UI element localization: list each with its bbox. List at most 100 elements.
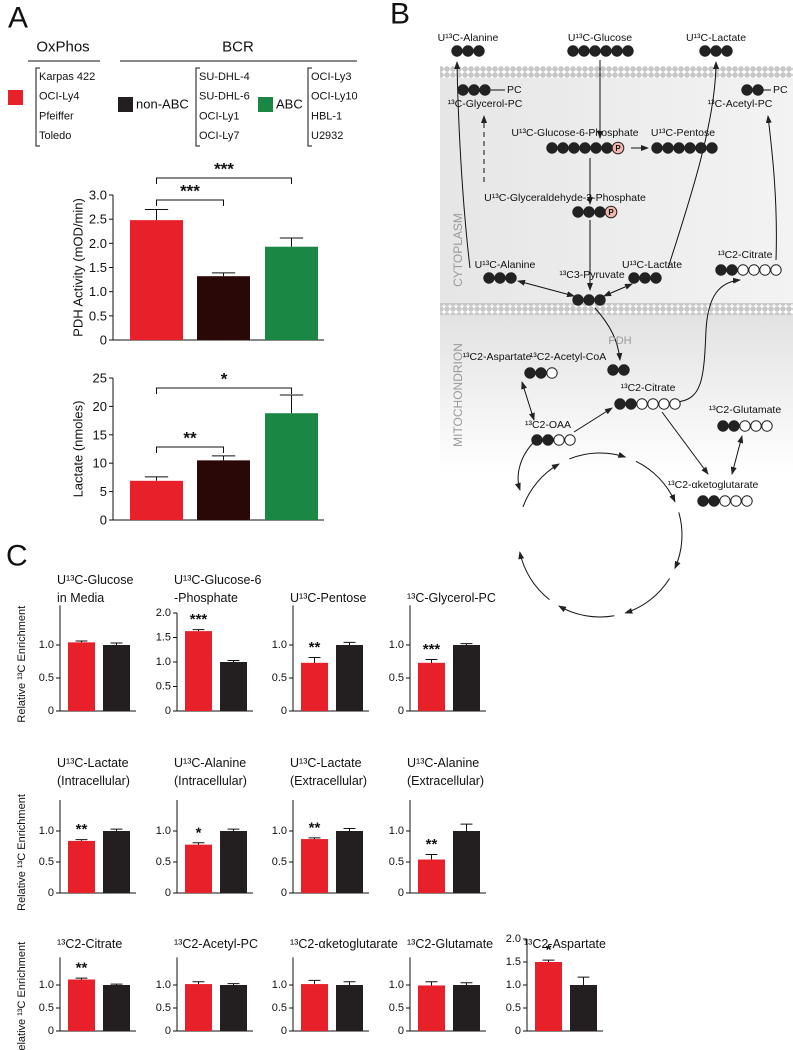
bar: [301, 839, 328, 893]
y-tick-label: 0: [100, 333, 107, 348]
pathway-arrow: [661, 411, 709, 475]
bar: [418, 985, 445, 1031]
y-tick-label: 1.0: [389, 979, 404, 991]
carbon-bead: [737, 264, 749, 276]
y-tick-label: 1.0: [272, 639, 287, 651]
significance: **: [426, 836, 438, 853]
y-tick-label: 0.5: [39, 856, 54, 868]
metabolite-label: ¹³C2-Citrate: [718, 249, 773, 261]
carbon-bead: [741, 495, 753, 507]
bar: [103, 831, 130, 893]
legend-item: Toledo: [39, 130, 71, 142]
y-tick-label: 1.0: [506, 979, 521, 991]
error-bar: [192, 629, 205, 632]
y-tick-label: 0: [281, 705, 287, 717]
y-tick-label: 1.0: [389, 639, 404, 651]
bar: [301, 662, 328, 711]
y-axis-label: Relative ¹³C Enrichment: [16, 794, 28, 911]
carbon-bead: [579, 142, 591, 154]
y-tick-label: 1.0: [156, 825, 171, 837]
carbon-bead: [589, 45, 601, 57]
error-bar: [75, 640, 88, 643]
bar: [418, 859, 445, 893]
carbon-bead: [639, 272, 651, 284]
y-tick-label: 0.5: [156, 681, 171, 693]
significance: *: [546, 942, 552, 959]
error-bar: [425, 854, 438, 860]
bar: [453, 985, 480, 1031]
carbon-bead: [651, 142, 663, 154]
y-tick-label: 1.5: [506, 956, 521, 968]
y-tick-label: 0.5: [156, 1002, 171, 1014]
carbon-bead: [468, 84, 480, 96]
tca-cycle-arrow: [522, 463, 560, 508]
carbon-bead: [457, 84, 469, 96]
carbon-bead: [473, 45, 485, 57]
chart-title: U¹³C-Pentose: [290, 591, 366, 605]
y-tick-label: 0: [165, 887, 171, 899]
carbon-bead: [553, 434, 565, 446]
error-bar: [343, 981, 356, 985]
carbon-bead: [600, 45, 612, 57]
compartment-label: CYTOPLASM: [451, 213, 465, 287]
y-tick-label: 1.0: [272, 979, 287, 991]
carbon-bead: [546, 142, 558, 154]
legend-item: OCI-Ly3: [311, 71, 352, 83]
carbon-bead: [590, 142, 602, 154]
y-tick-label: 0: [398, 1025, 404, 1037]
pathway-arrow: [517, 279, 575, 298]
error-bar: [110, 642, 123, 645]
metabolite-label: U¹³C-Lactate: [686, 32, 746, 44]
metabolite-label: ¹³C2-αketoglutarate: [668, 479, 759, 491]
y-tick-label: 1.0: [39, 639, 54, 651]
metabolite-label: ¹³C-Glycerol-PC: [448, 98, 523, 110]
y-tick-label: 0.5: [272, 856, 287, 868]
y-tick-label: 1.5: [156, 632, 171, 644]
bar: [453, 645, 480, 711]
y-tick-label: 0: [165, 705, 171, 717]
error-bar: [425, 981, 438, 986]
bar: [130, 480, 183, 520]
pathway-arrow: [730, 435, 744, 475]
carbon-bead: [557, 142, 569, 154]
pathway-arrow: [514, 439, 537, 491]
carbon-bead: [715, 264, 727, 276]
legend-swatch: [258, 97, 273, 112]
error-bar: [460, 823, 473, 831]
legend-swatch: [118, 97, 133, 112]
y-tick-label: 0: [48, 705, 54, 717]
metabolite-label: U¹³C-Glucose-6-Phosphate: [511, 127, 638, 139]
carbon-bead: [684, 142, 696, 154]
y-tick-label: 0.5: [506, 1002, 521, 1014]
bar: [68, 642, 95, 711]
carbon-bead: [706, 142, 718, 154]
legend-item: HBL-1: [311, 110, 342, 122]
chart-title: ¹³C2-Citrate: [57, 937, 122, 951]
carbon-bead: [567, 45, 579, 57]
error-bar: [343, 828, 356, 831]
phosphate-label: P: [608, 208, 614, 217]
y-tick-label: 0: [398, 705, 404, 717]
carbon-bead: [594, 206, 606, 218]
carbon-bead: [662, 142, 674, 154]
carbon-bead: [717, 420, 729, 432]
chart-title: U¹³C-Lactate: [57, 756, 129, 770]
error-bar: [211, 455, 236, 461]
bar: [103, 985, 130, 1031]
legend-item: Pfeiffer: [39, 110, 74, 122]
y-tick-label: 2.0: [89, 236, 107, 251]
bar: [265, 413, 318, 520]
tca-cycle-arrow: [518, 551, 550, 601]
y-tick-label: 3.0: [89, 188, 107, 203]
carbon-bead: [770, 264, 782, 276]
y-axis-label: Relative ¹³C Enrichment: [16, 942, 28, 1050]
carbon-bead: [479, 84, 491, 96]
tca-cycle-arrow: [635, 460, 676, 503]
bar: [130, 220, 183, 340]
carbon-bead: [568, 142, 580, 154]
carbon-bead: [759, 264, 771, 276]
bar: [570, 985, 597, 1031]
legend-item: OCI-Ly7: [199, 130, 240, 142]
carbon-bead: [719, 495, 731, 507]
chart-title: ¹³C2-Aspartate: [524, 937, 606, 951]
